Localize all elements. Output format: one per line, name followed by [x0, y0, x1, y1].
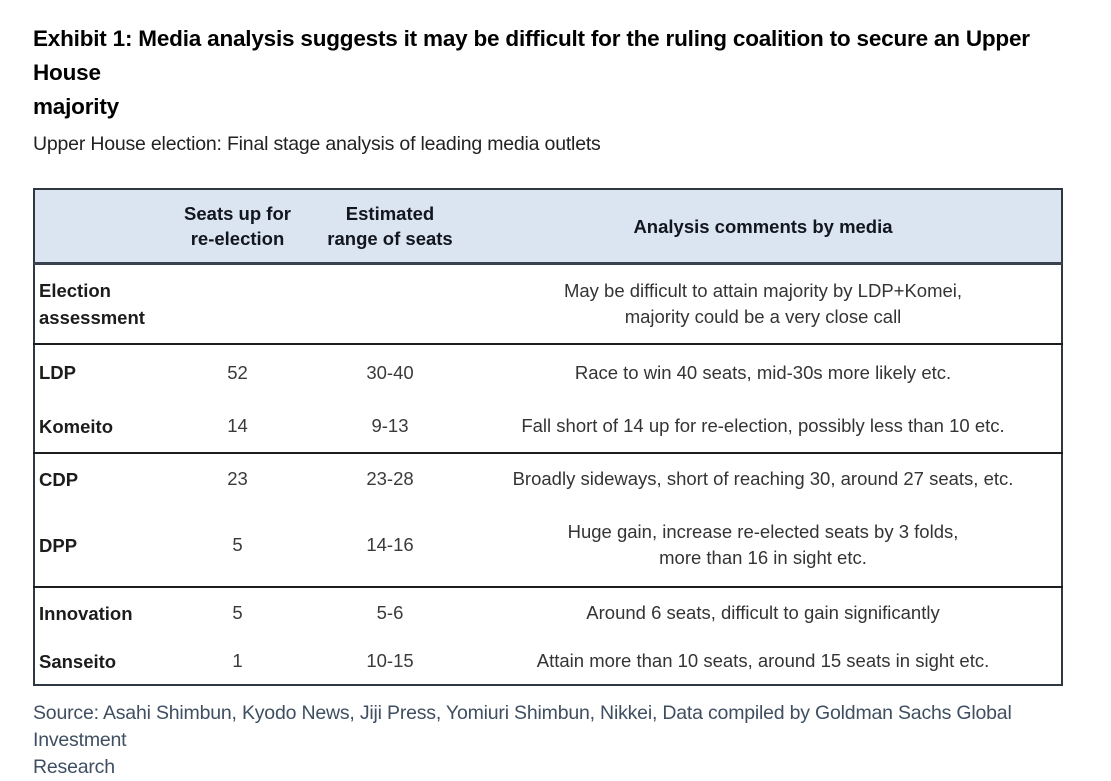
table-row-ldp: LDP 52 30-40 Race to win 40 seats, mid-3…	[34, 344, 1062, 400]
opposition-group-1: CDP 23 23-28 Broadly sideways, short of …	[34, 453, 1062, 587]
col-header-analysis-comments: Analysis comments by media	[465, 189, 1062, 265]
col-header-seats-up: Seats up for re-election	[160, 189, 315, 265]
analysis-comment: Attain more than 10 seats, around 15 sea…	[536, 650, 990, 671]
table-row-cdp: CDP 23 23-28 Broadly sideways, short of …	[34, 453, 1062, 504]
seats-up-value: 14	[227, 415, 248, 436]
party-name: Komeito	[39, 415, 113, 437]
estimated-range-value: 23-28	[366, 468, 414, 489]
exhibit-title: Exhibit 1: Media analysis suggests it ma…	[33, 26, 1030, 119]
seats-up-value: 1	[232, 650, 243, 671]
ruling-coalition-group: LDP 52 30-40 Race to win 40 seats, mid-3…	[34, 344, 1062, 453]
header-row: Seats up for re-election Estimated range…	[34, 189, 1062, 265]
party-name: LDP	[39, 362, 76, 383]
party-name: DPP	[39, 534, 78, 556]
assessment-seats-empty	[160, 264, 315, 345]
party-name: CDP	[39, 468, 79, 490]
seats-up-value: 52	[227, 361, 248, 383]
estimated-range-value: 14-16	[366, 534, 414, 555]
media-analysis-table: Seats up for re-election Estimated range…	[33, 188, 1063, 686]
exhibit-subtitle: Upper House election: Final stage analys…	[33, 133, 601, 155]
analysis-comment: Race to win 40 seats, mid-30s more likel…	[574, 361, 952, 383]
table-row-komeito: Komeito 14 9-13 Fall short of 14 up for …	[34, 400, 1062, 453]
seats-up-value: 5	[232, 602, 243, 623]
assessment-label: Election assessment	[39, 280, 145, 328]
assessment-comment: May be difficult to attain majority by L…	[563, 280, 963, 327]
analysis-comment: Huge gain, increase re-elected seats by …	[567, 521, 959, 568]
opposition-group-2: Innovation 5 5-6 Around 6 seats, difficu…	[34, 587, 1062, 685]
analysis-comment: Around 6 seats, difficult to gain signif…	[586, 602, 940, 623]
analysis-comment: Fall short of 14 up for re-election, pos…	[521, 415, 1005, 436]
col-header-party	[34, 189, 160, 265]
table-row-sanseito: Sanseito 1 10-15 Attain more than 10 sea…	[34, 638, 1062, 685]
party-name: Sanseito	[39, 650, 117, 672]
seats-up-value: 23	[227, 468, 248, 489]
source-note: Source: Asahi Shimbun, Kyodo News, Jiji …	[33, 702, 1012, 778]
seats-up-value: 5	[232, 534, 243, 555]
analysis-comment: Broadly sideways, short of reaching 30, …	[512, 468, 1014, 489]
party-name: Innovation	[39, 602, 133, 624]
estimated-range-value: 9-13	[371, 415, 409, 436]
assessment-group: Election assessment May be difficult to …	[34, 264, 1062, 345]
assessment-range-empty	[315, 264, 465, 345]
estimated-range-value: 30-40	[366, 361, 414, 383]
table-row-assessment: Election assessment May be difficult to …	[34, 264, 1062, 345]
estimated-range-value: 10-15	[366, 650, 414, 671]
table-row-innovation: Innovation 5 5-6 Around 6 seats, difficu…	[34, 587, 1062, 638]
col-header-estimated-range: Estimated range of seats	[315, 189, 465, 265]
table-row-dpp: DPP 5 14-16 Huge gain, increase re-elect…	[34, 504, 1062, 587]
estimated-range-value: 5-6	[376, 602, 404, 623]
table-header: Seats up for re-election Estimated range…	[34, 189, 1062, 265]
